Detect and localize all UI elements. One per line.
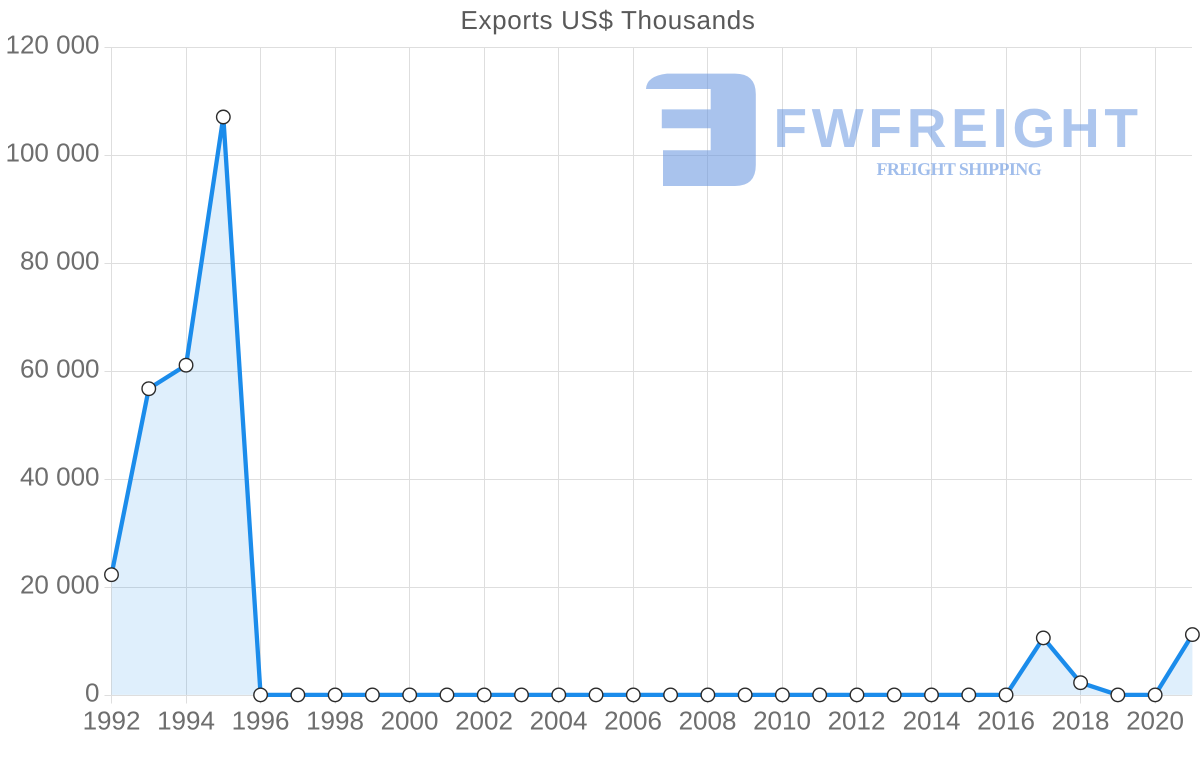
svg-text:2006: 2006 [604, 706, 662, 736]
svg-text:2008: 2008 [679, 706, 737, 736]
svg-text:1994: 1994 [157, 706, 215, 736]
svg-text:FREIGHT SHIPPING: FREIGHT SHIPPING [877, 159, 1042, 179]
svg-text:100 000: 100 000 [6, 138, 100, 168]
svg-text:2012: 2012 [828, 706, 886, 736]
svg-text:FWFREIGHT: FWFREIGHT [774, 97, 1143, 159]
svg-text:2002: 2002 [455, 706, 513, 736]
svg-text:0: 0 [85, 677, 99, 707]
svg-text:1998: 1998 [306, 706, 364, 736]
svg-text:2000: 2000 [381, 706, 439, 736]
svg-text:2016: 2016 [977, 706, 1035, 736]
svg-text:20 000: 20 000 [20, 569, 100, 599]
svg-text:2020: 2020 [1126, 706, 1184, 736]
svg-text:Exports US$ Thousands: Exports US$ Thousands [461, 5, 756, 35]
svg-text:60 000: 60 000 [20, 354, 100, 384]
svg-text:40 000: 40 000 [20, 461, 100, 491]
svg-text:2004: 2004 [530, 706, 588, 736]
svg-text:2014: 2014 [903, 706, 961, 736]
svg-text:1992: 1992 [83, 706, 141, 736]
svg-text:1996: 1996 [232, 706, 290, 736]
svg-text:2010: 2010 [753, 706, 811, 736]
svg-text:80 000: 80 000 [20, 246, 100, 276]
svg-text:120 000: 120 000 [6, 30, 100, 60]
svg-text:2018: 2018 [1052, 706, 1110, 736]
